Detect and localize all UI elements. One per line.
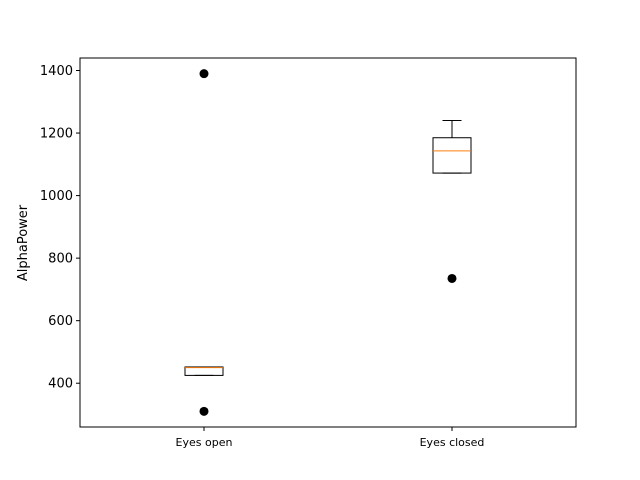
y-tick-label: 1000 bbox=[40, 189, 73, 204]
x-tick-label: Eyes open bbox=[176, 436, 233, 449]
x-tick-label: Eyes closed bbox=[420, 436, 485, 449]
boxes-layer bbox=[184, 69, 472, 416]
y-tick-label: 400 bbox=[48, 377, 73, 392]
y-tick-label: 1400 bbox=[40, 64, 73, 79]
y-axis-label: AlphaPower bbox=[16, 204, 31, 281]
outlier-point bbox=[447, 273, 457, 283]
y-tick-label: 600 bbox=[48, 314, 73, 329]
box-eyes-open bbox=[184, 69, 224, 416]
box-eyes-closed bbox=[432, 120, 472, 283]
y-tick-label: 800 bbox=[48, 252, 73, 267]
outlier-point bbox=[199, 406, 209, 416]
iqr-box bbox=[432, 137, 472, 174]
iqr-box bbox=[184, 366, 224, 376]
y-tick-label: 1200 bbox=[40, 127, 73, 142]
y-axis: 400 600 800 1000 1200 1400 bbox=[40, 64, 80, 392]
plot-area-frame bbox=[79, 57, 577, 428]
x-axis: Eyes open Eyes closed bbox=[176, 427, 485, 449]
outlier-point bbox=[199, 69, 209, 79]
